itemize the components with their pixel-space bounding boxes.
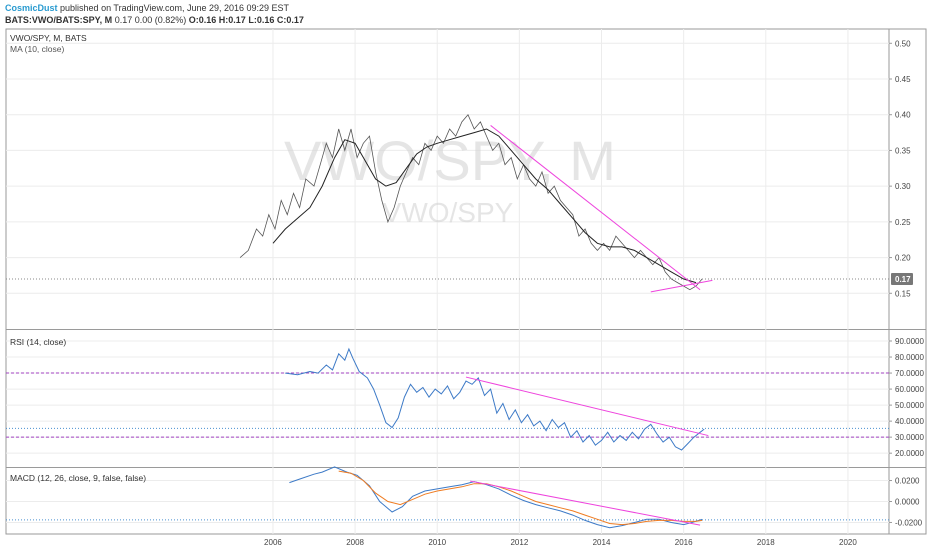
value-tick-label: 0.0000 xyxy=(895,498,920,507)
time-tick-label: 2014 xyxy=(593,538,611,547)
value-tick-label: -0.0200 xyxy=(895,518,923,527)
symbol-label: BATS:VWO/BATS:SPY, M xyxy=(5,15,113,25)
pane-title: VWO/SPY, M, BATS xyxy=(10,33,87,43)
author-link[interactable]: CosmicDust xyxy=(5,3,58,13)
time-tick-label: 2008 xyxy=(346,538,364,547)
value-tick-label: 0.15 xyxy=(895,289,911,298)
value-tick-label: 0.50 xyxy=(895,39,911,48)
trendline xyxy=(490,125,701,291)
series-line-signal xyxy=(338,470,703,526)
time-tick-label: 2020 xyxy=(839,538,857,547)
chart-frame xyxy=(5,28,927,535)
value-tick-label: 0.45 xyxy=(895,75,911,84)
time-tick-label: 2006 xyxy=(264,538,282,547)
pane-3: 0.0200 0.0000 -0.0200 MACD (12, 26, close, … xyxy=(6,466,923,529)
time-tick-label: 2010 xyxy=(428,538,446,547)
trendline xyxy=(465,376,709,437)
value-tick-label: 70.0000 xyxy=(895,369,924,378)
value-tick-label: 0.40 xyxy=(895,111,911,120)
value-tick-label: 50.0000 xyxy=(895,401,924,410)
series-line-macd xyxy=(289,466,703,529)
header-line-1: CosmicDust published on TradingView.com,… xyxy=(5,3,289,14)
header-line-2: BATS:VWO/BATS:SPY, M 0.17 0.00 (0.82%) O… xyxy=(5,15,304,26)
value-tick-label: 80.0000 xyxy=(895,353,924,362)
value-tick-label: 0.35 xyxy=(895,146,911,155)
series-line-ma-10-close- xyxy=(272,128,697,284)
close-value: C:0.17 xyxy=(276,15,304,25)
pane-title: MACD (12, 26, close, 9, false, false) xyxy=(10,473,146,483)
value-tick-label: 0.25 xyxy=(895,218,911,227)
time-tick-label: 2018 xyxy=(757,538,775,547)
value-tick-label: 40.0000 xyxy=(895,417,924,426)
pane-1: 0.50 0.45 0.40 0.35 0.30 0.25 0.20 0.15 VWO/SPY,… xyxy=(6,33,913,298)
last-value-badge xyxy=(891,273,913,285)
time-tick-label: 2012 xyxy=(510,538,528,547)
trendline xyxy=(650,279,713,293)
published-text: published on TradingView.com, June 29, 2… xyxy=(60,3,290,13)
value-tick-label: 30.0000 xyxy=(895,433,924,442)
time-tick-label: 2016 xyxy=(675,538,693,547)
indicator-label: MA (10, close) xyxy=(10,44,64,54)
value-tick-label: 0.20 xyxy=(895,254,911,263)
value-tick-label: 0.30 xyxy=(895,182,911,191)
low-value: L:0.16 xyxy=(248,15,275,25)
watermark-sub: VWO/SPY xyxy=(383,197,514,228)
value-tick-label: 0.0200 xyxy=(895,477,920,486)
value-tick-label: 90.0000 xyxy=(895,337,924,346)
value-tick-label: 20.0000 xyxy=(895,449,924,458)
pane-title: RSI (14, close) xyxy=(10,337,66,347)
open-value: O:0.16 xyxy=(188,15,217,25)
quote-text: 0.17 0.00 (0.82%) xyxy=(114,15,187,25)
pane-2: 90.0000 80.0000 70.0000 60.0000 50.0000 40.00… xyxy=(6,337,924,458)
value-tick-label: 60.0000 xyxy=(895,385,924,394)
trendline xyxy=(469,480,701,526)
series-line-rsi xyxy=(285,347,705,451)
last-value-label: 0.17 xyxy=(895,275,911,284)
high-value: H:0.17 xyxy=(218,15,246,25)
